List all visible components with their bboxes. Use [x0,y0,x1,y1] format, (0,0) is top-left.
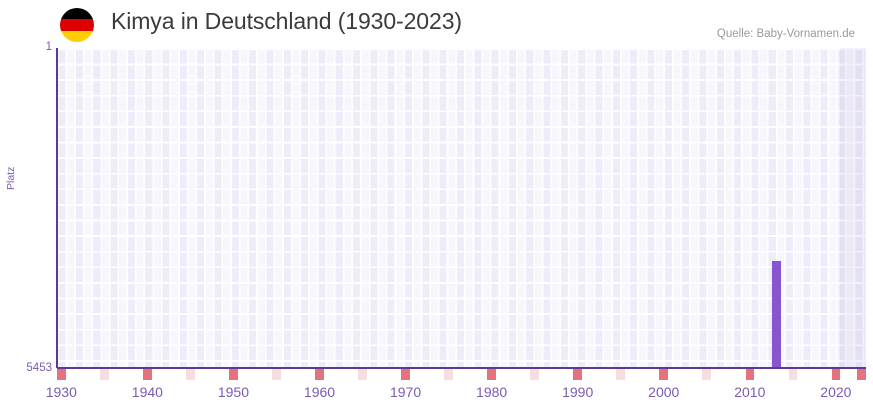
grid-lines [57,48,866,368]
x-tick-mark-2010 [745,369,755,380]
x-tick-mark-2015 [788,369,798,380]
x-tick-label-1960: 1960 [303,384,336,400]
x-tick-mark-1990 [573,369,582,380]
x-tick-mark-1935 [100,369,109,380]
x-tick-label-1990: 1990 [562,384,594,400]
x-tick-mark-1950 [229,369,238,380]
x-tick-mark-2005 [702,369,712,380]
x-tick-label-2010: 2010 [734,384,766,400]
x-tick-mark-1945 [186,369,195,380]
x-tick-mark-1975 [444,369,453,380]
x-tick-label-2000: 2000 [648,384,680,400]
x-tick-mark-1960 [315,369,324,380]
y-axis-line [56,48,58,368]
x-tick-label-1950: 1950 [217,384,249,400]
x-tick-mark-1930 [57,369,66,380]
german-flag-icon [60,8,94,42]
x-tick-label-1930: 1930 [45,384,77,400]
flag-band-gold [60,30,94,42]
x-tick-mark-2023 [857,369,866,380]
x-tick-mark-1940 [143,369,152,380]
x-tick-mark-1965 [358,369,367,380]
x-tick-mark-1995 [616,369,625,380]
flag-band-black [60,8,94,20]
x-axis-line [57,367,866,369]
x-tick-label-2020: 2020 [820,384,852,400]
flag-band-red [60,19,94,31]
x-tick-mark-1955 [272,369,281,380]
x-tick-mark-1980 [487,369,496,380]
x-tick-label-1970: 1970 [389,384,422,400]
source-attribution: Quelle: Baby-Vornamen.de [716,28,855,40]
chart-header: Kimya in Deutschland (1930-2023) Quelle:… [0,0,873,46]
x-tick-mark-1970 [401,369,410,380]
plot-area [57,48,866,368]
page-title: Kimya in Deutschland (1930-2023) [111,8,462,34]
bar-2013[interactable] [772,261,782,368]
x-tick-mark-2020 [831,369,841,380]
x-tick-label-1980: 1980 [476,384,508,400]
x-tick-mark-1985 [530,369,539,380]
x-tick-label-1940: 1940 [131,384,163,400]
y-axis-tick-top: 1 [45,41,52,53]
forecast-shaded-region [840,48,866,368]
x-tick-mark-2000 [659,369,669,380]
y-axis-tick-bottom: 5453 [26,362,52,374]
